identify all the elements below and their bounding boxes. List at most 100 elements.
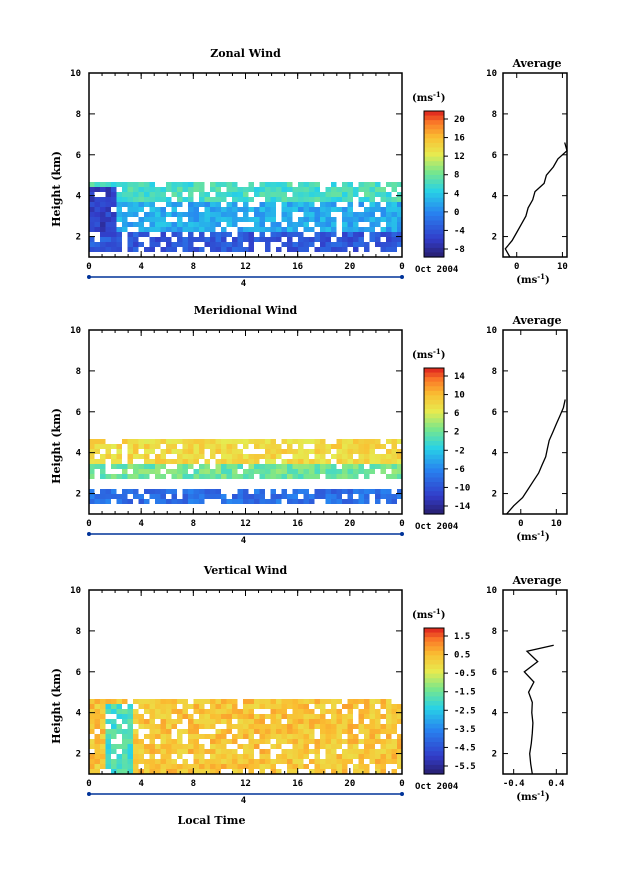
heatmap-cell xyxy=(105,739,111,744)
heatmap-cell xyxy=(298,197,304,202)
profile-y-tick-label: 4 xyxy=(492,709,498,719)
heatmap-cell xyxy=(149,222,155,227)
heatmap-cell xyxy=(281,459,287,464)
heatmap-cell xyxy=(259,714,265,719)
heatmap-cell xyxy=(353,474,359,479)
heatmap-cell xyxy=(243,724,249,729)
heatmap-cell xyxy=(166,247,172,252)
heatmap-cell xyxy=(298,242,304,247)
profile-title: Average xyxy=(511,314,561,327)
colorbar-tick-label: 14 xyxy=(454,372,465,382)
x-tick-label: 4 xyxy=(138,262,144,272)
heatmap-cell xyxy=(364,247,370,252)
heatmap-cell xyxy=(386,739,392,744)
heatmap-cell xyxy=(221,242,227,247)
heatmap-cell xyxy=(303,699,309,704)
heatmap-cell xyxy=(347,709,353,714)
heatmap-cell xyxy=(358,459,364,464)
colorbar-segment xyxy=(424,641,444,647)
heatmap-cell xyxy=(342,207,348,212)
heatmap-cell xyxy=(386,709,392,714)
heatmap-cell xyxy=(386,474,392,479)
heatmap-cell xyxy=(177,454,183,459)
heatmap-cell xyxy=(237,232,243,237)
heatmap-cell xyxy=(182,494,188,499)
heatmap-cell xyxy=(325,739,331,744)
heatmap-cell xyxy=(210,187,216,192)
heatmap-cell xyxy=(298,237,304,242)
heatmap-cell xyxy=(342,764,348,769)
heatmap-cell xyxy=(364,187,370,192)
heatmap-cell xyxy=(347,729,353,734)
heatmap-cell xyxy=(160,217,166,222)
heatmap-cell xyxy=(155,207,161,212)
heatmap-cell xyxy=(166,242,172,247)
heatmap-cell xyxy=(160,734,166,739)
heatmap-cell xyxy=(177,719,183,724)
heatmap-cell xyxy=(342,759,348,764)
heatmap-cell xyxy=(248,197,254,202)
heatmap-cell xyxy=(188,499,194,504)
heatmap-cell xyxy=(391,187,397,192)
heatmap-cell xyxy=(133,182,139,187)
heatmap-cell xyxy=(303,192,309,197)
heatmap-cell xyxy=(391,469,397,474)
heatmap-cell xyxy=(265,247,271,252)
heatmap-cell xyxy=(314,489,320,494)
heatmap-cell xyxy=(111,237,117,242)
heatmap-cell xyxy=(369,719,375,724)
heatmap-cell xyxy=(358,227,364,232)
heatmap-cell xyxy=(325,744,331,749)
heatmap-cell xyxy=(204,474,210,479)
heatmap-cell xyxy=(116,227,122,232)
heatmap-cell xyxy=(193,699,199,704)
heatmap-cell xyxy=(155,494,161,499)
heatmap-cell xyxy=(303,454,309,459)
heatmap-cell xyxy=(144,769,150,774)
heatmap-cell xyxy=(182,489,188,494)
heatmap-cell xyxy=(133,489,139,494)
heatmap-cell xyxy=(166,459,172,464)
heatmap-cell xyxy=(193,754,199,759)
heatmap-cell xyxy=(89,489,95,494)
heatmap-cell xyxy=(281,464,287,469)
heatmap-cell xyxy=(325,754,331,759)
heatmap-cell xyxy=(116,764,122,769)
heatmap-cell xyxy=(149,709,155,714)
heatmap-cell xyxy=(248,474,254,479)
heatmap-cell xyxy=(375,489,381,494)
heatmap-cell xyxy=(105,744,111,749)
heatmap-cell xyxy=(127,704,133,709)
heatmap-cell xyxy=(270,202,276,207)
heatmap-cell xyxy=(358,709,364,714)
heatmap-cell xyxy=(94,247,100,252)
heatmap-cell xyxy=(105,764,111,769)
heatmap-cell xyxy=(248,714,254,719)
heatmap-cell xyxy=(221,227,227,232)
heatmap-cell xyxy=(336,444,342,449)
profile-x-label: (ms-1) xyxy=(516,272,549,286)
colorbar-segment xyxy=(424,225,444,231)
heatmap-cell xyxy=(226,202,232,207)
heatmap-cell xyxy=(204,222,210,227)
heatmap-cell xyxy=(320,227,326,232)
heatmap-cell xyxy=(292,499,298,504)
heatmap-cell xyxy=(292,769,298,774)
heatmap-cell xyxy=(254,464,260,469)
heatmap-cell xyxy=(309,714,315,719)
heatmap-cell xyxy=(364,489,370,494)
heatmap-cell xyxy=(364,192,370,197)
y-axis-label: Height (km) xyxy=(50,408,63,484)
heatmap-cell xyxy=(100,494,106,499)
heatmap-cell xyxy=(342,222,348,227)
heatmap-cell xyxy=(265,454,271,459)
heatmap-cell xyxy=(391,719,397,724)
heatmap-cell xyxy=(375,182,381,187)
heatmap-cell xyxy=(292,704,298,709)
heatmap-cell xyxy=(364,439,370,444)
heatmap-cell xyxy=(243,439,249,444)
heatmap-cell xyxy=(105,719,111,724)
heatmap-cell xyxy=(287,769,293,774)
heatmap-cell xyxy=(133,192,139,197)
colorbar-frame xyxy=(423,367,445,515)
